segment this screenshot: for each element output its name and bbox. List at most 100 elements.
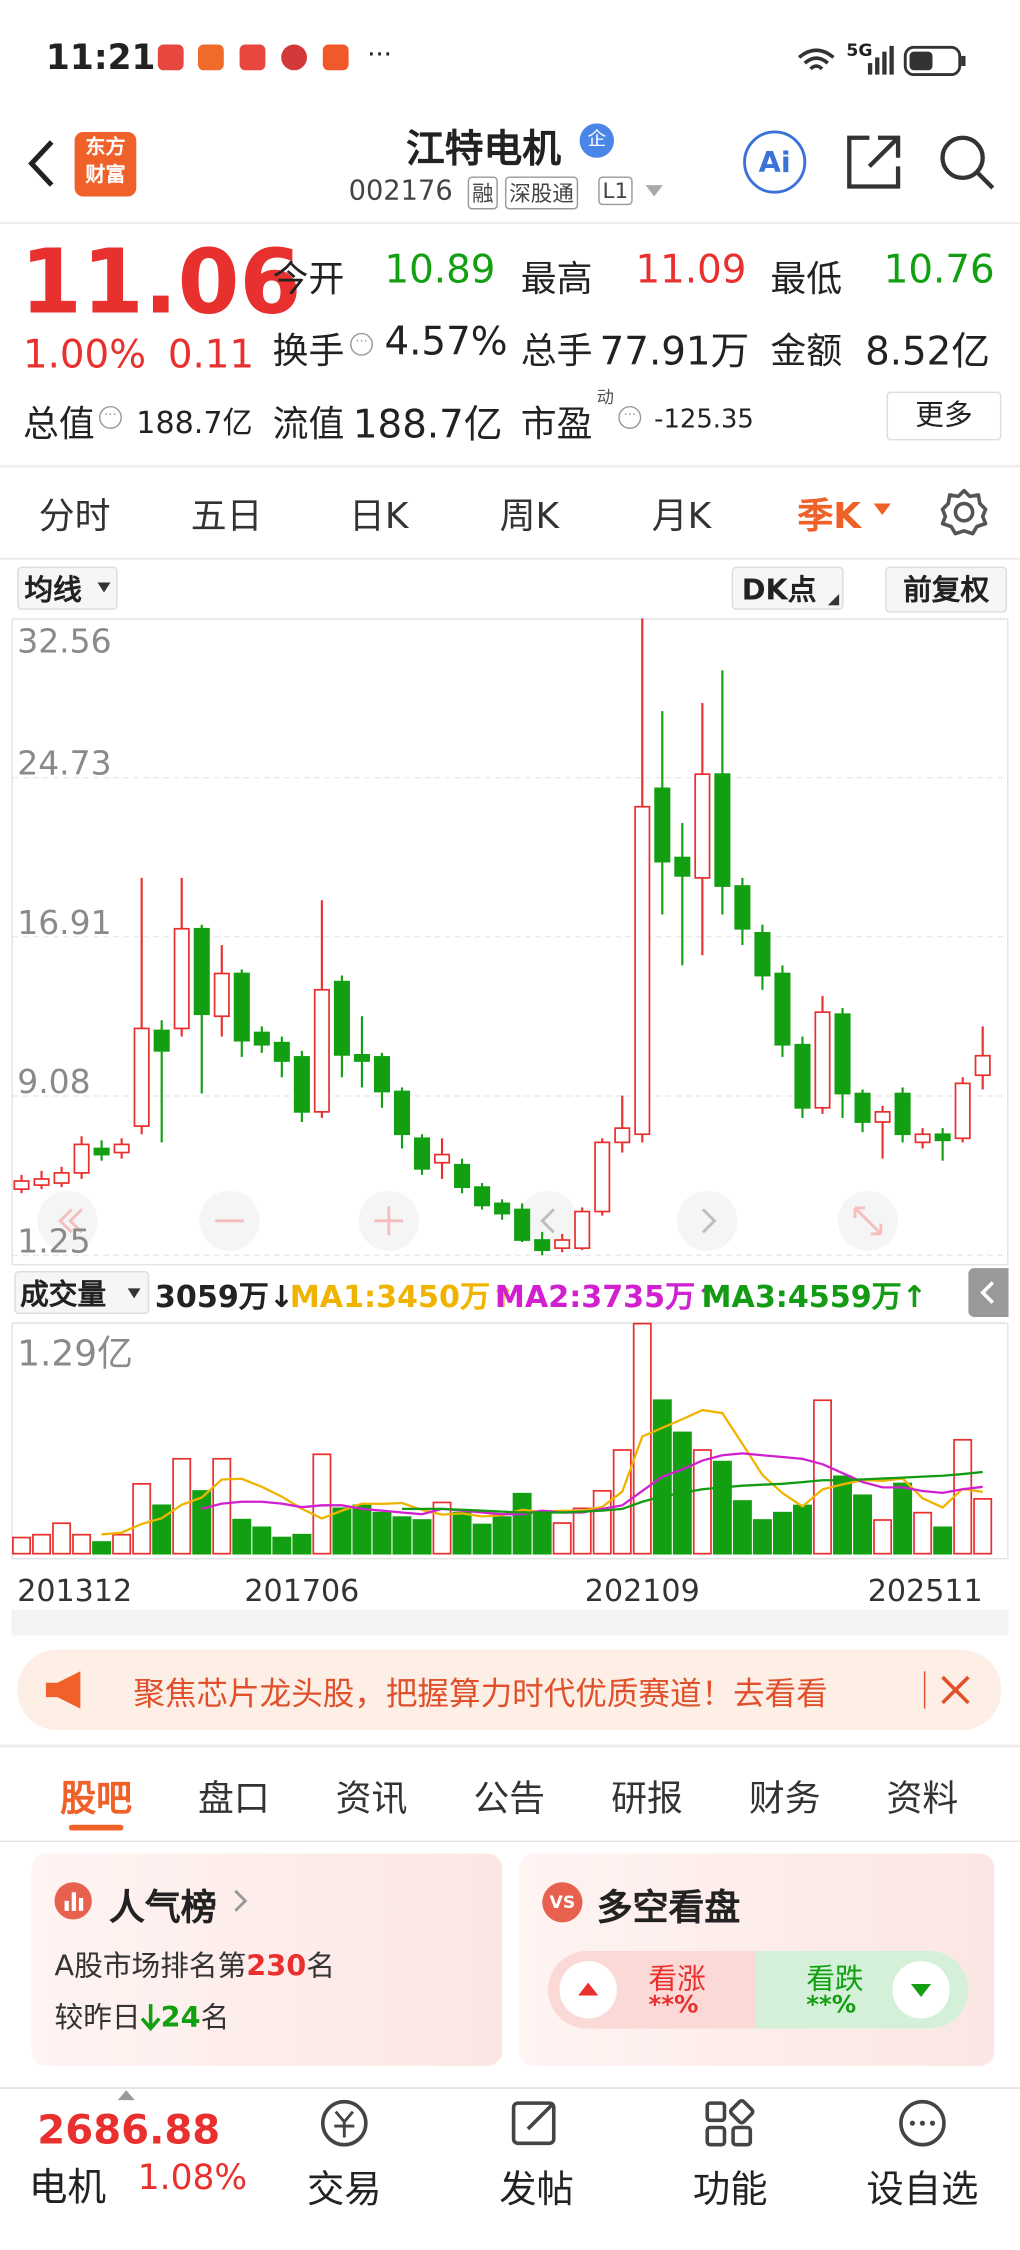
section-tab[interactable]: 财务 xyxy=(748,1777,821,1820)
volume-bar xyxy=(712,1460,732,1555)
card-title: 多空看盘 xyxy=(596,1886,741,1929)
candle-body xyxy=(514,1208,531,1241)
back-button[interactable] xyxy=(20,136,63,191)
volume-bar xyxy=(572,1507,592,1555)
dropdown-icon xyxy=(127,1288,141,1299)
candle-body xyxy=(233,972,250,1042)
volume-bar xyxy=(72,1533,92,1555)
close-button[interactable] xyxy=(940,1674,972,1706)
candle-body xyxy=(434,1153,451,1164)
section-tab-active[interactable]: 股吧 xyxy=(60,1777,132,1820)
volume-bar xyxy=(252,1526,272,1555)
candle-body xyxy=(253,1031,270,1046)
candle-body xyxy=(654,787,671,863)
action[interactable]: 交易 xyxy=(306,2169,382,2213)
tag: L1 xyxy=(598,176,633,206)
status-system-icons xyxy=(797,45,966,77)
candle-body xyxy=(694,773,711,879)
field-value: -125.35 xyxy=(654,404,754,435)
info-icon[interactable]: ··· xyxy=(98,405,122,429)
stock-code: 002176 xyxy=(348,175,453,207)
badge: 企 xyxy=(579,123,615,158)
promo-banner[interactable] xyxy=(17,1649,1002,1731)
section-tab[interactable]: 公告 xyxy=(473,1777,546,1820)
volume-bar xyxy=(132,1482,152,1555)
volume-bar xyxy=(152,1504,172,1555)
up-icon xyxy=(559,1961,617,2019)
y-tick-label: 1.29亿 xyxy=(17,1334,133,1375)
section-tab[interactable]: 资料 xyxy=(886,1777,959,1820)
y-tick-label: 16.91 xyxy=(17,903,111,942)
volume-bar xyxy=(472,1523,492,1555)
change-pct: 1.00% xyxy=(22,332,147,378)
legend-entry: MA2:3735万↑ xyxy=(494,1279,721,1315)
period-tab-active[interactable]: 季K xyxy=(797,494,862,537)
section-tab[interactable]: 研报 xyxy=(611,1777,683,1820)
candle-body xyxy=(33,1178,50,1186)
text: 较昨日 xyxy=(54,1999,141,2035)
down-icon xyxy=(892,1961,950,2019)
x-tick-label: 201706 xyxy=(244,1574,359,1609)
search-button[interactable] xyxy=(937,132,997,192)
post-icon xyxy=(511,2101,556,2146)
candle-body xyxy=(574,1210,591,1250)
period-tab[interactable]: 分时 xyxy=(38,494,111,537)
more-button[interactable]: 更多 xyxy=(886,391,1002,441)
candle-body xyxy=(113,1143,130,1154)
dk-button[interactable]: DK点 xyxy=(731,566,844,610)
info-icon[interactable]: ··· xyxy=(618,405,642,429)
action[interactable]: 设自选 xyxy=(866,2169,979,2213)
status-icons xyxy=(157,44,359,73)
field-value: 11.09 xyxy=(635,248,747,293)
field-label: 总值 xyxy=(22,403,95,445)
period-tab[interactable]: 月K xyxy=(651,494,712,537)
function-icon xyxy=(705,2098,755,2147)
volume-bar xyxy=(612,1449,632,1555)
volume-bar xyxy=(732,1500,752,1555)
index-change: 1.08% xyxy=(137,2157,248,2198)
volume-selector[interactable]: 成交量 xyxy=(14,1271,150,1315)
text: A股市场排名第 xyxy=(54,1948,247,1983)
vs-icon: VS xyxy=(542,1882,583,1923)
divider xyxy=(0,558,1020,560)
y-tick-label: 24.73 xyxy=(17,744,111,783)
settings-button[interactable] xyxy=(938,486,990,538)
index-name: 电机 xyxy=(28,2166,107,2211)
collapse-button[interactable] xyxy=(968,1268,1009,1317)
action[interactable]: 功能 xyxy=(692,2169,768,2213)
candle-body xyxy=(73,1143,90,1174)
volume-bar xyxy=(312,1453,332,1555)
share-button[interactable] xyxy=(844,132,904,192)
volume-bar xyxy=(772,1511,792,1555)
volume-bar xyxy=(352,1504,372,1555)
watchlist-icon xyxy=(899,2099,946,2147)
text: 名 xyxy=(306,1948,335,1983)
info-icon[interactable]: ··· xyxy=(350,332,373,356)
candle-body xyxy=(894,1092,911,1136)
rank-card[interactable] xyxy=(31,1853,503,2066)
charts: 32.56 24.73 16.91 9.08 1.25 1.29亿 201312 201706… xyxy=(12,617,1006,1609)
field-value: 8.52亿 xyxy=(865,329,991,375)
candle-body xyxy=(854,1092,871,1123)
action[interactable]: 发帖 xyxy=(499,2169,574,2213)
status-more: ··· xyxy=(367,40,392,71)
period-tab[interactable]: 周K xyxy=(499,494,560,537)
divider xyxy=(0,464,1020,468)
kline-frame xyxy=(11,618,1009,1266)
ai-button[interactable]: Ai xyxy=(743,130,807,194)
trade-icon xyxy=(320,2099,368,2147)
section-tab[interactable]: 盘口 xyxy=(197,1777,270,1820)
field-label: 市盈 xyxy=(520,403,593,445)
legend-entry: MA1:3450万↑ xyxy=(289,1279,516,1315)
period-tab[interactable]: 日K xyxy=(349,494,409,537)
volume-bar xyxy=(92,1541,112,1555)
section-tab[interactable]: 资讯 xyxy=(335,1777,408,1820)
volume-bar xyxy=(332,1507,352,1555)
adjust-button[interactable]: 前复权 xyxy=(885,566,1008,613)
period-tab[interactable]: 五日 xyxy=(190,494,263,537)
corner-icon xyxy=(827,593,840,606)
card-title: 人气榜 xyxy=(109,1886,217,1929)
ma-selector[interactable]: 均线 xyxy=(17,566,118,610)
megaphone-icon xyxy=(45,1671,81,1709)
down-arrow xyxy=(140,2004,161,2032)
